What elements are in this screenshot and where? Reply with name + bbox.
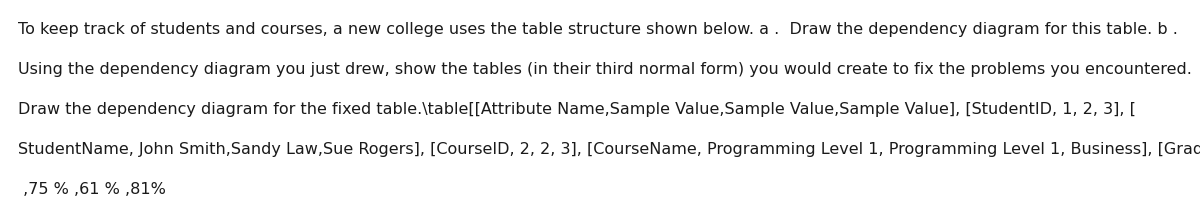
Text: Draw the dependency diagram for the fixed table.\table[[Attribute Name,Sample Va: Draw the dependency diagram for the fixe… (18, 102, 1136, 117)
Text: ,75 % ,61 % ,81%: ,75 % ,61 % ,81% (18, 182, 166, 197)
Text: StudentName, John Smith,Sandy Law,Sue Rogers], [CourseID, 2, 2, 3], [CourseName,: StudentName, John Smith,Sandy Law,Sue Ro… (18, 142, 1200, 157)
Text: To keep track of students and courses, a new college uses the table structure sh: To keep track of students and courses, a… (18, 22, 1178, 37)
Text: Using the dependency diagram you just drew, show the tables (in their third norm: Using the dependency diagram you just dr… (18, 62, 1192, 77)
